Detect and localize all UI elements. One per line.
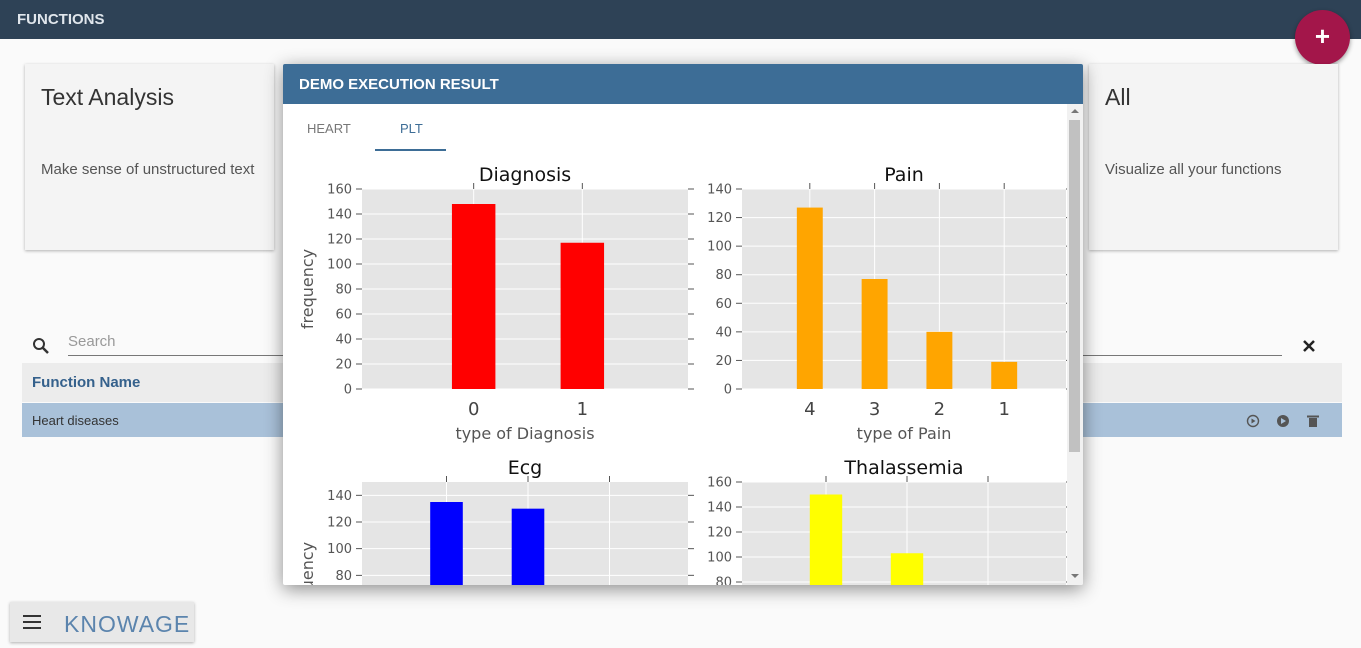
page-title: FUNCTIONS [17,11,105,28]
bar [511,508,545,585]
x-tick-label: 4 [804,399,815,420]
y-tick-label: 120 [707,526,732,541]
x-tick-label: 0 [468,399,479,420]
card-title: Text Analysis [41,84,174,110]
card-description: Make sense of unstructured text [41,161,255,178]
column-header: Function Name [32,374,141,391]
y-tick-label: 0 [724,383,732,398]
y-tick-label: 140 [327,489,352,504]
bar [560,242,605,389]
card[interactable]: Text Analysis Make sense of unstructured… [25,64,274,250]
bar [430,502,463,585]
y-tick-label: 120 [707,211,732,226]
scroll-up[interactable] [1070,108,1080,114]
x-tick-label: 1 [577,399,588,420]
bar [991,361,1018,389]
top-bar: FUNCTIONS [0,0,1361,39]
bar [809,494,843,585]
card-description: Visualize all your functions [1105,161,1282,178]
card-title: All [1105,84,1131,110]
execute-icon[interactable] [1277,415,1289,427]
menu-icon[interactable] [23,615,41,629]
y-tick-label: 0 [344,383,352,398]
x-axis-label: type of Pain [857,424,952,443]
y-tick-label: 20 [715,354,732,369]
y-tick-label: 40 [335,333,352,348]
chart-title: Thalassemia [843,457,963,479]
bottom-menu[interactable]: KNOWAGE [10,602,194,642]
clear-icon[interactable] [1302,339,1316,353]
bar [861,279,888,389]
x-tick-label: 2 [934,399,945,420]
y-tick-label: 160 [327,183,352,198]
y-tick-label: 140 [327,208,352,223]
x-axis-label: type of Diagnosis [455,424,594,443]
run-icon[interactable] [1246,414,1260,428]
chart-title: Ecg [508,457,543,479]
row-actions [1246,414,1319,428]
bar [926,331,953,389]
chart-title: Diagnosis [479,164,571,186]
x-tick-label: 3 [869,399,880,420]
y-axis-label: frequency [298,249,317,329]
y-tick-label: 100 [707,240,732,255]
y-tick-label: 80 [715,268,732,283]
bar [451,204,496,389]
chart-title: Pain [884,164,924,186]
y-tick-label: 80 [715,576,732,586]
scroll-down[interactable] [1070,573,1080,579]
y-tick-label: 140 [707,183,732,198]
y-tick-label: 20 [335,358,352,373]
y-tick-label: 160 [707,476,732,491]
y-tick-label: 100 [327,258,352,273]
logo: KNOWAGE [64,611,191,637]
cell: Heart diseases [32,413,119,428]
y-tick-label: 80 [335,569,352,584]
y-tick-label: 100 [327,542,352,557]
scroll-thumb[interactable] [1069,120,1080,452]
dialog-title: DEMO EXECUTION RESULT [299,76,499,93]
y-tick-label: 120 [327,516,352,531]
bar [796,207,823,389]
tab-indicator [375,149,446,151]
y-tick-label: 60 [335,308,352,323]
card[interactable]: All Visualize all your functions [1089,64,1338,250]
dialog: DEMO EXECUTION RESULT HEART PLT 0 20 40 60 8… [283,64,1083,585]
search-icon [33,338,49,354]
y-axis-label: frequency [298,542,317,585]
add-button[interactable]: + [1295,10,1350,65]
y-tick-label: 100 [707,551,732,566]
y-tick-label: 80 [335,283,352,298]
bar [890,553,924,585]
y-tick-label: 140 [707,501,732,516]
scrollbar[interactable] [1067,104,1083,585]
dialog-header: DEMO EXECUTION RESULT [283,64,1083,104]
y-tick-label: 40 [715,325,732,340]
y-tick-label: 120 [327,233,352,248]
y-tick-label: 60 [715,297,732,312]
x-tick-label: 1 [998,399,1009,420]
tab[interactable]: HEART [307,121,351,136]
tab[interactable]: PLT [400,121,423,136]
plot-area [742,189,1066,389]
delete-icon[interactable] [1307,415,1319,428]
